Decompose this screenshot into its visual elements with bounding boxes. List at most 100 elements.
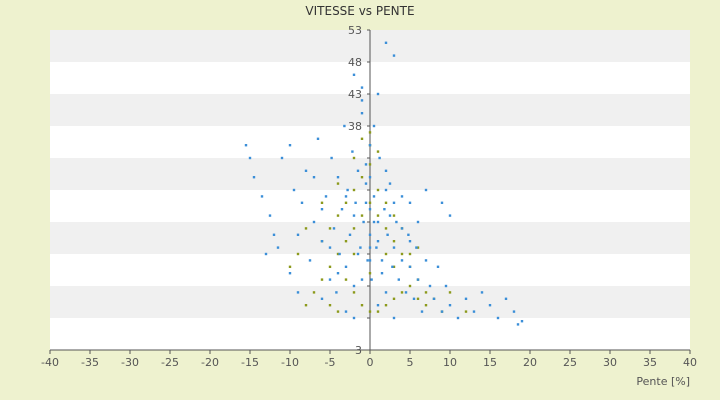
data-point [364, 201, 368, 204]
data-point [388, 182, 392, 185]
data-point [316, 137, 320, 140]
data-point [336, 182, 340, 185]
data-point [456, 316, 460, 320]
data-point [328, 265, 332, 268]
data-point [428, 284, 432, 288]
data-point [391, 265, 394, 268]
x-tick-label: 25 [563, 356, 577, 369]
data-point [359, 246, 362, 249]
data-point [344, 201, 348, 204]
y-tick-label: 43 [348, 88, 362, 101]
data-point [368, 201, 372, 204]
data-point [372, 220, 376, 224]
data-point [395, 220, 398, 224]
data-point [464, 310, 468, 313]
data-point [364, 182, 368, 185]
data-point [392, 246, 396, 249]
data-point [320, 278, 324, 281]
data-point [304, 227, 308, 230]
data-point [380, 272, 384, 275]
x-tick-label: -35 [81, 356, 99, 369]
x-tick-label: -30 [121, 356, 139, 369]
data-point [332, 227, 336, 230]
data-point [392, 297, 396, 300]
data-point [330, 156, 333, 160]
data-point [344, 278, 348, 281]
data-point [360, 137, 364, 140]
data-point [400, 227, 404, 230]
data-point [448, 214, 452, 217]
data-point [352, 156, 356, 160]
data-point [360, 214, 364, 217]
x-tick-label: 35 [643, 356, 657, 369]
data-point [383, 208, 386, 211]
data-point [340, 208, 344, 211]
data-point [308, 259, 312, 262]
data-point [368, 131, 372, 134]
data-point [368, 310, 372, 313]
data-point [448, 291, 452, 294]
data-point [336, 214, 340, 217]
data-point [400, 291, 404, 294]
data-point [512, 310, 516, 313]
data-point [424, 259, 428, 262]
data-point [328, 278, 332, 281]
data-point [404, 291, 408, 294]
data-point [312, 220, 316, 224]
data-point [464, 297, 468, 300]
data-point [368, 259, 372, 262]
data-point [352, 214, 356, 217]
data-point [496, 316, 500, 320]
x-tick-label: 15 [483, 356, 497, 369]
data-point [384, 201, 388, 204]
data-point [416, 278, 420, 281]
data-point [348, 233, 352, 236]
data-point [392, 54, 396, 57]
data-point [268, 214, 272, 217]
y-axis-ticks: 3 38 43 48 53 [348, 24, 370, 357]
data-point [408, 265, 412, 268]
data-point [296, 291, 300, 294]
data-point [376, 240, 380, 243]
data-point [386, 233, 389, 236]
data-point [354, 201, 357, 204]
data-point [372, 195, 376, 198]
data-point [416, 220, 420, 224]
data-point [372, 124, 376, 128]
data-point [248, 156, 252, 160]
x-axis-label: Pente [%] [636, 375, 690, 388]
data-point [370, 278, 373, 281]
data-point [360, 86, 364, 89]
data-point [260, 195, 264, 198]
data-point [368, 176, 372, 179]
data-point [336, 272, 340, 275]
data-point [407, 233, 410, 236]
data-point [408, 201, 412, 204]
x-tick-label: 30 [603, 356, 617, 369]
x-tick-label: 0 [367, 356, 374, 369]
x-tick-label: -5 [325, 356, 336, 369]
data-point [296, 252, 300, 256]
y-tick-label: 48 [348, 56, 362, 69]
x-tick-label: 5 [407, 356, 414, 369]
data-point [360, 278, 364, 281]
data-point [288, 272, 292, 275]
data-point [300, 201, 304, 204]
data-point [436, 265, 440, 268]
data-point [351, 150, 354, 153]
data-point [344, 240, 348, 243]
data-point [336, 310, 340, 313]
data-point [344, 195, 348, 198]
data-point [384, 41, 388, 44]
data-point [408, 240, 412, 243]
data-point [328, 227, 332, 230]
data-point [440, 201, 444, 204]
data-point [380, 259, 384, 262]
data-point [360, 176, 364, 179]
data-point [252, 176, 256, 179]
data-point [400, 259, 404, 262]
data-point [376, 92, 380, 96]
data-point [368, 208, 372, 211]
data-point [432, 297, 436, 300]
x-tick-label: -25 [161, 356, 179, 369]
